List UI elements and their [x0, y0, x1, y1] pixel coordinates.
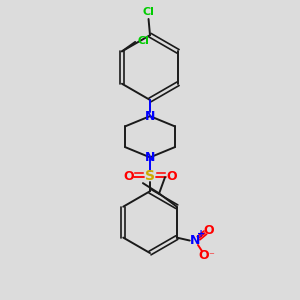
Text: Cl: Cl [142, 7, 154, 17]
Text: N: N [190, 234, 200, 247]
Text: S: S [145, 169, 155, 184]
Text: Cl: Cl [137, 36, 149, 46]
Text: O: O [198, 249, 208, 262]
Text: N: N [145, 151, 155, 164]
Text: O: O [166, 170, 176, 183]
Text: ⁻: ⁻ [208, 252, 214, 262]
Text: N: N [145, 110, 155, 123]
Text: O: O [124, 170, 134, 183]
Text: +: + [197, 229, 206, 239]
Text: O: O [203, 224, 214, 237]
